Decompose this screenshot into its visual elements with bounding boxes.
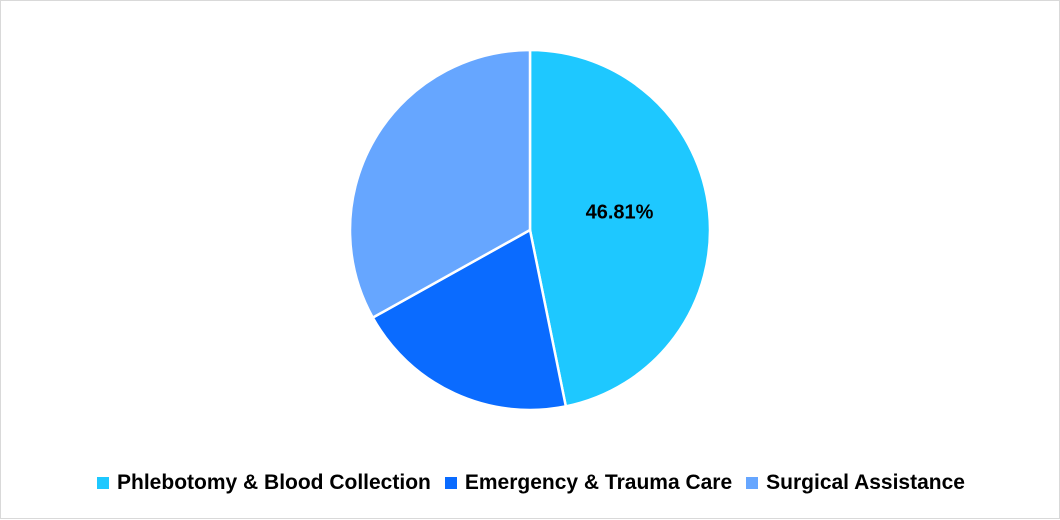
legend-item-surgical: Surgical Assistance	[746, 471, 965, 495]
pie-slice-3	[348, 48, 532, 319]
legend-item-phlebotomy: Phlebotomy & Blood Collection	[97, 471, 431, 495]
data-label-1: 46.81%	[586, 201, 654, 223]
legend-swatch	[746, 477, 759, 489]
legend-swatch	[97, 477, 110, 489]
pie-slices	[348, 48, 712, 412]
legend-label: Phlebotomy & Blood Collection	[117, 471, 431, 494]
data-labels: 46.81%	[586, 201, 654, 223]
pie-slice-1	[528, 48, 712, 408]
pie-slice-2	[371, 228, 568, 412]
legend-label: Emergency & Trauma Care	[464, 471, 733, 494]
legend-label: Surgical Assistance	[766, 471, 965, 494]
legend: Phlebotomy & Blood Collection Emergency …	[1, 468, 1060, 498]
legend-swatch	[444, 477, 457, 489]
legend-item-emergency: Emergency & Trauma Care	[444, 471, 733, 495]
